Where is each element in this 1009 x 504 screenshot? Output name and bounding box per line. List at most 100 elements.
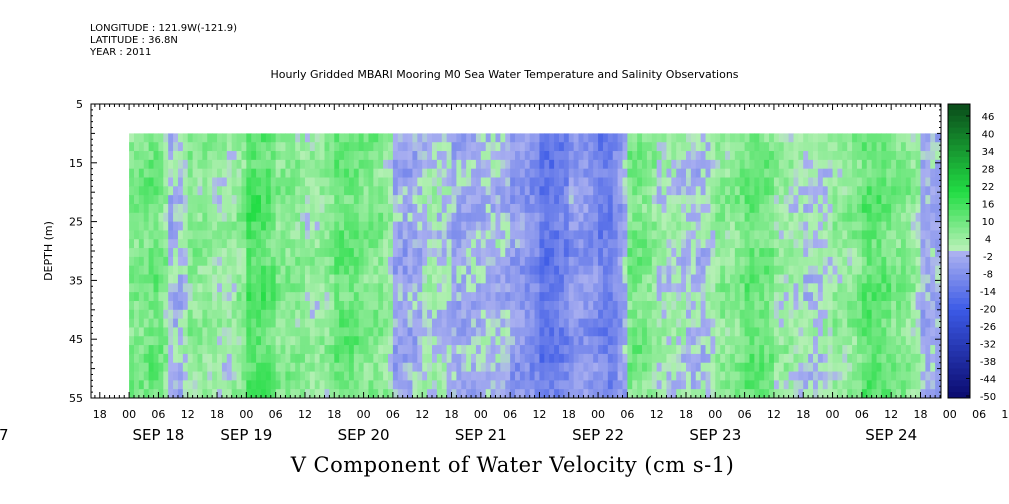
heatmap-cell <box>505 212 511 223</box>
heatmap-cell <box>500 221 506 232</box>
heatmap-cell <box>558 177 565 187</box>
heatmap-cell <box>529 195 536 205</box>
heatmap-cell <box>754 389 760 398</box>
heatmap-cell <box>163 142 169 152</box>
heatmap-cell <box>251 336 257 346</box>
heatmap-cell <box>329 274 335 284</box>
heatmap-cell <box>534 230 541 240</box>
heatmap-cell <box>466 142 472 152</box>
heatmap-cell <box>304 151 311 161</box>
heatmap-cell <box>725 221 731 232</box>
heatmap-cell <box>217 283 223 293</box>
heatmap-cell <box>876 327 883 337</box>
heatmap-cell <box>251 292 257 302</box>
heatmap-cell <box>500 292 506 302</box>
heatmap-cell <box>539 300 545 311</box>
heatmap-cell <box>720 133 726 143</box>
heatmap-cell <box>661 345 668 355</box>
heatmap-cell <box>505 239 511 249</box>
heatmap-cell <box>427 380 433 390</box>
heatmap-cell <box>837 239 843 249</box>
heatmap-cell <box>265 221 272 232</box>
heatmap-cell <box>446 300 453 311</box>
heatmap-cell <box>715 151 721 161</box>
heatmap-cell <box>871 239 878 249</box>
heatmap-cell <box>920 159 926 170</box>
heatmap-cell <box>563 371 570 381</box>
heatmap-cell <box>632 177 638 187</box>
heatmap-cell <box>773 389 780 398</box>
heatmap-cell <box>451 168 458 179</box>
heatmap-cell <box>182 159 189 170</box>
heatmap-cell <box>456 318 462 329</box>
heatmap-cell <box>803 353 809 364</box>
heatmap-cell <box>788 168 795 179</box>
heatmap-cell <box>182 309 189 320</box>
heatmap-cell <box>720 195 726 205</box>
heatmap-cell <box>290 133 296 143</box>
heatmap-cell <box>861 265 868 276</box>
heatmap-cell <box>700 177 707 187</box>
heatmap-cell <box>319 380 326 390</box>
heatmap-cell <box>309 203 316 214</box>
heatmap-cell <box>905 309 912 320</box>
heatmap-cell <box>217 230 223 240</box>
heatmap-cell <box>554 353 560 364</box>
heatmap-cell <box>270 283 277 293</box>
heatmap-cell <box>549 159 555 170</box>
heatmap-cell <box>519 336 526 346</box>
heatmap-cell <box>226 151 233 161</box>
heatmap-cell <box>637 327 643 337</box>
heatmap-cell <box>607 309 614 320</box>
heatmap-cell <box>915 345 922 355</box>
heatmap-cell <box>510 256 516 267</box>
heatmap-cell <box>715 177 721 187</box>
heatmap-cell <box>856 371 863 381</box>
heatmap-cell <box>314 203 321 214</box>
heatmap-cell <box>549 345 555 355</box>
heatmap-cell <box>241 186 247 196</box>
heatmap-cell <box>344 389 350 398</box>
heatmap-cell <box>798 371 804 381</box>
heatmap-cell <box>817 353 824 364</box>
heatmap-cell <box>681 221 687 232</box>
heatmap-cell <box>207 221 213 232</box>
heatmap-cell <box>612 221 619 232</box>
heatmap-cell <box>143 362 150 373</box>
heatmap-cell <box>891 142 897 152</box>
heatmap-cell <box>700 371 707 381</box>
heatmap-cell <box>231 256 238 267</box>
heatmap-cell <box>378 292 384 302</box>
heatmap-cell <box>900 159 907 170</box>
heatmap-cell <box>471 309 477 320</box>
heatmap-cell <box>182 353 189 364</box>
heatmap-cell <box>363 151 370 161</box>
heatmap-cell <box>427 389 433 398</box>
heatmap-cell <box>256 318 262 329</box>
heatmap-cell <box>344 177 350 187</box>
heatmap-cell <box>480 256 487 267</box>
heatmap-cell <box>348 389 355 398</box>
heatmap-cell <box>876 362 883 373</box>
heatmap-cell <box>817 203 824 214</box>
heatmap-cell <box>534 195 541 205</box>
heatmap-cell <box>392 353 399 364</box>
heatmap-cell <box>280 230 287 240</box>
heatmap-cell <box>246 248 252 258</box>
heatmap-cell <box>344 256 350 267</box>
heatmap-cell <box>612 300 619 311</box>
latitude-label: LATITUDE : 36.8N <box>90 35 178 46</box>
heatmap-cell <box>729 186 736 196</box>
heatmap-cell <box>353 345 360 355</box>
heatmap-cell <box>388 248 394 258</box>
heatmap-cell <box>490 186 497 196</box>
heatmap-cell <box>788 371 795 381</box>
heatmap-cell <box>192 195 199 205</box>
heatmap-cell <box>656 248 663 258</box>
heatmap-cell <box>676 292 682 302</box>
heatmap-cell <box>715 159 721 170</box>
heatmap-cell <box>896 362 902 373</box>
heatmap-cell <box>896 371 902 381</box>
heatmap-cell <box>446 159 453 170</box>
heatmap-cell <box>847 274 853 284</box>
